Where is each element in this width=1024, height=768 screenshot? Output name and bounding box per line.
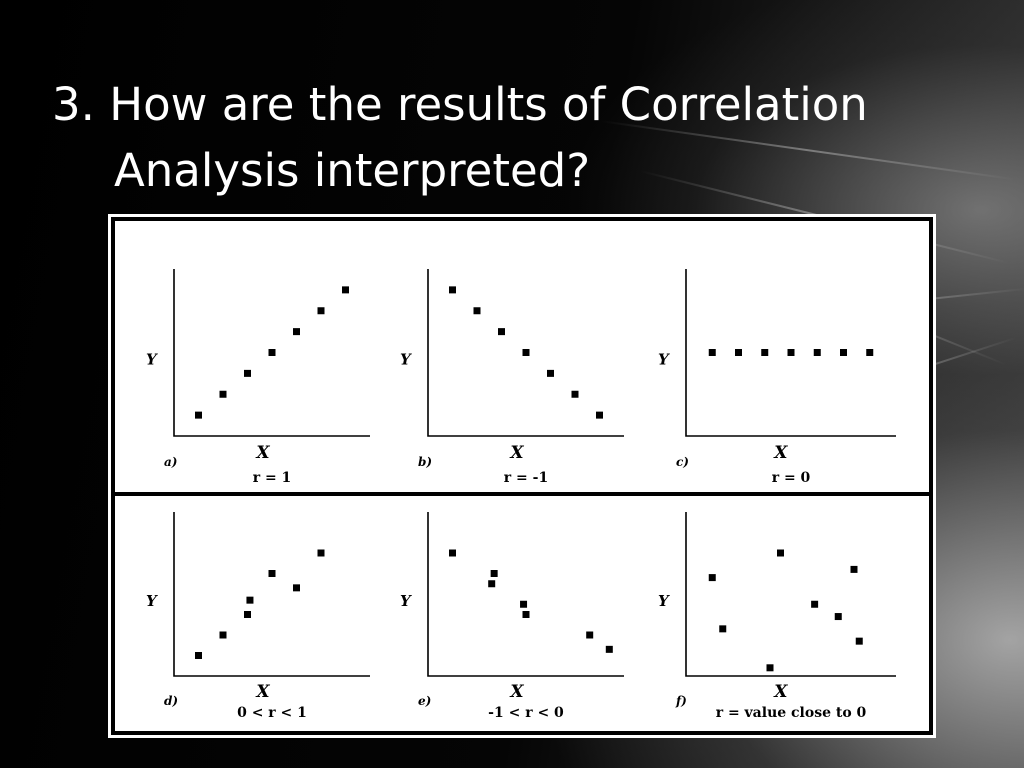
- data-point: [293, 328, 300, 336]
- panel-axes: [685, 512, 896, 677]
- data-point: [522, 611, 530, 618]
- data-point: [342, 286, 349, 294]
- data-point: [811, 600, 819, 608]
- data-point: [777, 549, 784, 557]
- scatter-panels-svg: Y Xa) r = 1 Y Xb) r = -1 Y Xc) r = 0 Y Xd) 0 < r < …: [111, 217, 933, 735]
- panel-axes: [427, 269, 624, 437]
- data-point: [219, 631, 227, 639]
- panel-axes: [173, 512, 370, 677]
- data-point: [834, 613, 842, 621]
- data-point: [761, 349, 769, 356]
- data-point: [855, 637, 863, 645]
- data-point: [473, 307, 481, 315]
- x-axis-label: X: [509, 682, 524, 702]
- panel-letter-label: a): [164, 455, 177, 469]
- y-axis-label: Y: [658, 351, 670, 369]
- panel-axes: [173, 269, 370, 437]
- data-point: [219, 390, 227, 398]
- panel-letter-label: c): [676, 455, 689, 469]
- data-point: [317, 549, 325, 557]
- data-point: [449, 286, 456, 294]
- correlation-caption: 0 < r < 1: [237, 705, 307, 721]
- data-point: [244, 611, 251, 618]
- data-point: [708, 349, 716, 356]
- data-point: [840, 349, 847, 356]
- data-point: [850, 565, 858, 573]
- data-point: [317, 307, 325, 315]
- slide-title: 3. How are the results of Correlation An…: [52, 72, 952, 204]
- panel-letter-label: d): [164, 694, 178, 708]
- data-point: [488, 580, 496, 588]
- data-point: [449, 549, 456, 557]
- data-point: [787, 349, 795, 356]
- correlation-caption: r = -1: [504, 470, 548, 486]
- data-point: [268, 349, 276, 356]
- y-axis-label: Y: [146, 592, 158, 610]
- data-point: [708, 574, 716, 582]
- data-point: [293, 584, 300, 592]
- data-point: [571, 390, 579, 398]
- panel-letter-label: b): [418, 455, 432, 469]
- data-point: [719, 625, 727, 633]
- data-point: [268, 570, 276, 577]
- correlation-caption: r = value close to 0: [716, 705, 867, 721]
- data-point: [195, 652, 202, 659]
- y-axis-label: Y: [658, 592, 670, 610]
- data-point: [490, 570, 498, 577]
- data-point: [605, 645, 613, 653]
- data-point: [866, 349, 874, 356]
- figure-border: [111, 217, 933, 735]
- data-point: [520, 600, 528, 608]
- panel-letter-label: e): [418, 694, 431, 708]
- data-point: [498, 328, 505, 336]
- title-line-2: Analysis interpreted?: [114, 144, 591, 197]
- data-point: [596, 411, 603, 419]
- data-point: [586, 631, 594, 639]
- correlation-caption: -1 < r < 0: [488, 705, 564, 721]
- y-axis-label: Y: [146, 351, 158, 369]
- data-point: [735, 349, 742, 356]
- correlation-caption: r = 1: [253, 470, 292, 486]
- data-point: [246, 596, 254, 604]
- data-point: [244, 369, 251, 377]
- x-axis-label: X: [255, 682, 270, 702]
- data-point: [547, 369, 554, 377]
- panel-letter-label: f): [675, 694, 687, 708]
- data-point: [813, 349, 821, 356]
- x-axis-label: X: [509, 443, 524, 463]
- y-axis-label: Y: [400, 592, 412, 610]
- panel-axes: [427, 512, 624, 677]
- panel-axes: [685, 269, 896, 437]
- data-point: [766, 664, 774, 672]
- x-axis-label: X: [255, 443, 270, 463]
- y-axis-label: Y: [400, 351, 412, 369]
- data-point: [522, 349, 530, 356]
- x-axis-label: X: [773, 443, 788, 463]
- title-line-1: 3. How are the results of Correlation: [52, 78, 868, 131]
- correlation-caption: r = 0: [772, 470, 811, 486]
- x-axis-label: X: [773, 682, 788, 702]
- data-point: [195, 411, 202, 419]
